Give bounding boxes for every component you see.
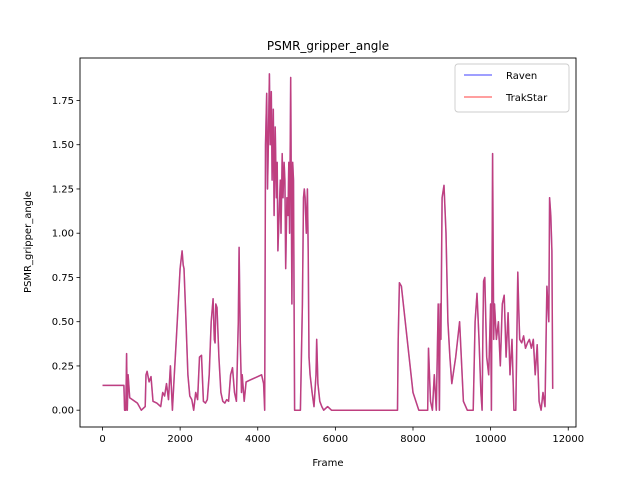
chart-title: PSMR_gripper_angle	[267, 39, 389, 53]
legend-label-trakstar: TrakStar	[505, 93, 548, 104]
y-tick-label: 1.75	[52, 96, 74, 107]
y-tick-label: 1.50	[52, 140, 74, 151]
axes-frame	[79, 57, 577, 428]
x-tick-label: 12000	[552, 434, 584, 445]
series-line-raven	[102, 73, 554, 411]
y-tick-label: 1.00	[52, 229, 74, 240]
y-axis-label: PSMR_gripper_angle	[23, 191, 34, 293]
y-tick-label: 0.25	[52, 361, 74, 372]
legend-label-raven: Raven	[506, 71, 537, 82]
x-axis-label: Frame	[312, 458, 343, 469]
x-tick-label: 0	[99, 434, 105, 445]
y-tick-label: 0.75	[52, 273, 74, 284]
x-tick-label: 4000	[245, 434, 270, 445]
legend-frame	[454, 63, 570, 113]
y-tick-label: 0.00	[52, 406, 74, 417]
series-layer	[102, 73, 554, 411]
axis-ticks: 0 2000 4000 6000 8000 10000 12000 0.00 0.25 0.50 0…	[52, 96, 584, 445]
x-tick-label: 2000	[167, 434, 192, 445]
x-tick-label: 8000	[400, 434, 425, 445]
legend: Raven TrakStar	[454, 63, 570, 113]
x-tick-label: 6000	[323, 434, 348, 445]
series-line-trakstar	[102, 73, 554, 411]
y-tick-label: 0.50	[52, 317, 74, 328]
y-tick-label: 1.25	[52, 184, 74, 195]
x-tick-label: 10000	[475, 434, 507, 445]
